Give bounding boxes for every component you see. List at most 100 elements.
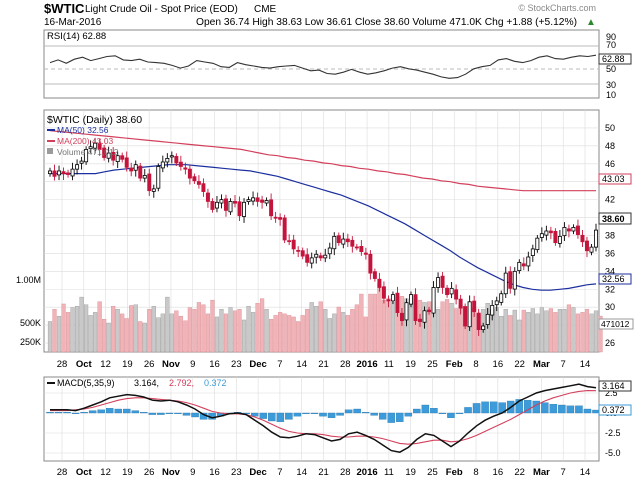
macd-panel: MACD(5,35,9) 3.164, 2.792, 0.372 2.50.0-… [43,376,632,462]
candle-body [183,167,188,170]
volume-bar [359,293,364,353]
x-axis-label: Oct [76,467,93,478]
volume-bar [291,316,296,353]
volume-bar [512,309,517,353]
x-axis-label: 11 [384,359,394,370]
candle-body [427,309,432,313]
volume-bar [323,309,328,353]
x-axis-label: 8 [473,467,478,478]
x-axis-label: 2016 [357,359,378,370]
volume-bar [314,306,319,353]
x-axis-label: 22 [514,467,525,478]
volume-bar [354,304,359,353]
candle-body [345,238,350,243]
macd-hist-bar [387,412,395,423]
rsi-axis-label: 10 [606,90,616,100]
volume-bar [52,309,57,353]
x-axis-label: 28 [340,467,351,478]
price-axis-label: 48 [605,141,615,151]
candle-body [354,246,359,249]
x-axis-label: 11 [384,467,394,478]
volume-bar [259,298,265,353]
candle-body [485,313,490,325]
volume-bar [223,313,229,353]
candle-body [282,217,287,241]
candle-body [214,201,219,209]
chart-header: $WTIC Light Crude Oil - Spot Price (EOD)… [44,1,596,28]
candle-body [503,272,508,295]
macd-hist-bar [54,412,63,414]
volume-bar [296,321,301,353]
volume-bar [517,319,522,353]
volume-bar [309,302,314,353]
candle-body [445,287,450,296]
volume-bar [250,312,256,353]
x-axis-label: 12 [100,467,111,478]
volume-bar [426,301,432,353]
volume-bar [255,303,260,353]
volume-bar [241,319,247,353]
candle-body [553,230,558,244]
macd-line [50,383,597,453]
volume-bar [147,309,152,353]
volume-bar [70,307,75,353]
macd-hist-bar [319,412,327,417]
macd-hist-bar [455,412,464,414]
macd-hist-bar [310,412,319,414]
volume-bar [88,315,93,353]
macd-hist-bar [558,404,566,414]
macd-hist-bar [88,410,97,414]
candle-body [580,234,585,243]
candle-body [151,188,156,192]
candle-body [481,325,486,330]
candle-body [278,217,283,220]
candle-body [490,304,495,316]
macd-hist-bar [327,412,336,418]
price-axis: 26283032343638404244464850 [605,123,615,348]
volume-bar [548,308,553,353]
rsi-axis-label: 30 [606,80,616,90]
candle-body [142,175,147,179]
ma200-tag-text: 43.03 [602,174,625,184]
candle-body [372,271,377,279]
candle-body [52,170,57,177]
volume-bar [165,296,170,353]
macd-hist-tag-text: 0.372 [602,405,625,415]
price-axis-label: 36 [605,248,615,258]
candle-body [472,300,477,313]
x-axis-label: 19 [122,467,133,478]
volume-bar [93,312,98,353]
x-axis-label: 21 [318,467,329,478]
volume-bar [97,301,102,353]
x-axis-label: 26 [144,359,155,370]
candle-body [454,289,459,300]
volume-bar [598,315,603,353]
candle-body [539,233,544,238]
volume-bar [580,312,585,353]
rsi-axis-label: 70 [606,40,616,50]
macd-hist-bar [46,412,54,414]
candle-body [169,155,174,158]
price-panel: $WTIC (Daily) 38.60 MA(50) 32.56 MA(200)… [16,109,634,353]
candle-body [93,142,98,149]
volume-bar [273,315,278,353]
macd-value-tag-text: 3.164 [602,381,625,391]
volume-bar [368,293,373,353]
macd-hist-bar [182,412,191,416]
legend-ma200: MA(200) 43.03 [57,136,113,146]
volume-bar [47,321,53,353]
candle-body [526,256,531,267]
macd-hist-bar [105,408,114,414]
macd-signal-line [50,390,597,445]
x-axis-label: 23 [231,359,242,370]
close-tag-text: 38.60 [602,214,625,224]
volume-bar [269,319,274,353]
x-axis-label: Mar [533,359,550,370]
volume-bar [530,308,535,353]
candle-body [129,167,134,172]
volume-bar [372,293,377,353]
macd-hist-bar [97,409,105,414]
volume-bar [138,321,143,353]
candle-body [544,230,549,236]
